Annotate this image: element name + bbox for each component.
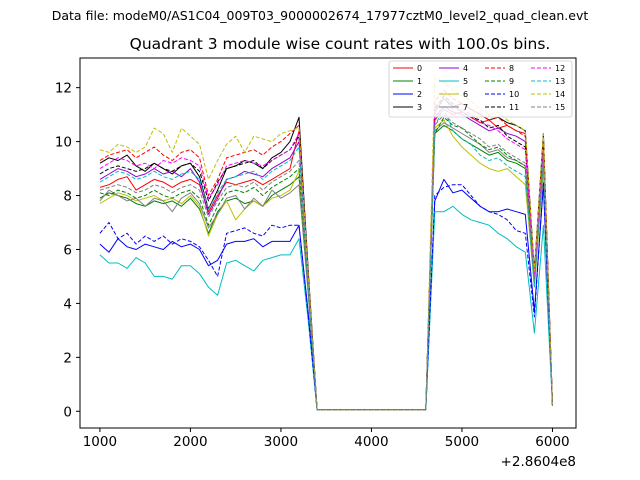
legend-label-2: 2 — [417, 90, 422, 99]
x-axis: 1000 2000 3000 4000 5000 6000 — [83, 428, 570, 450]
legend-label-14: 14 — [555, 90, 565, 99]
x-tick-label: 1000 — [83, 434, 117, 450]
y-tick-label: 6 — [63, 242, 72, 258]
legend-label-15: 15 — [555, 103, 565, 112]
axes-frame — [79, 57, 577, 429]
legend-label-10: 10 — [509, 90, 519, 99]
x-tick-label: 2000 — [173, 434, 207, 450]
legend-label-1: 1 — [417, 77, 422, 86]
chart-title: Quadrant 3 module wise count rates with … — [130, 35, 551, 53]
legend-label-13: 13 — [555, 77, 565, 86]
legend-box — [388, 60, 573, 118]
legend-label-4: 4 — [463, 64, 468, 73]
legend-label-3: 3 — [417, 103, 422, 112]
figure-suptitle: Data file: modeM0/AS1C04_009T03_90000026… — [52, 8, 589, 23]
x-tick-label: 6000 — [535, 434, 569, 450]
x-tick-label: 5000 — [445, 434, 479, 450]
legend-label-11: 11 — [509, 103, 519, 112]
x-tick-label: 3000 — [264, 434, 298, 450]
series-line-12 — [99, 98, 553, 411]
y-tick-label: 4 — [63, 296, 72, 312]
legend-label-8: 8 — [509, 64, 514, 73]
y-tick-label: 0 — [63, 404, 72, 420]
legend-label-5: 5 — [463, 77, 468, 86]
y-tick-label: 8 — [63, 189, 72, 205]
y-tick-label: 12 — [55, 81, 72, 97]
x-offset-label: +2.8604e8 — [501, 454, 576, 470]
legend-label-6: 6 — [463, 90, 468, 99]
legend-label-0: 0 — [417, 64, 422, 73]
y-axis: 0 2 4 6 8 10 12 — [55, 81, 80, 420]
y-tick-label: 2 — [63, 350, 72, 366]
legend-label-7: 7 — [463, 103, 468, 112]
legend-label-12: 12 — [555, 64, 565, 73]
legend-label-9: 9 — [509, 77, 514, 86]
y-tick-label: 10 — [55, 135, 72, 151]
x-tick-label: 4000 — [354, 434, 388, 450]
plot-area — [99, 76, 553, 411]
